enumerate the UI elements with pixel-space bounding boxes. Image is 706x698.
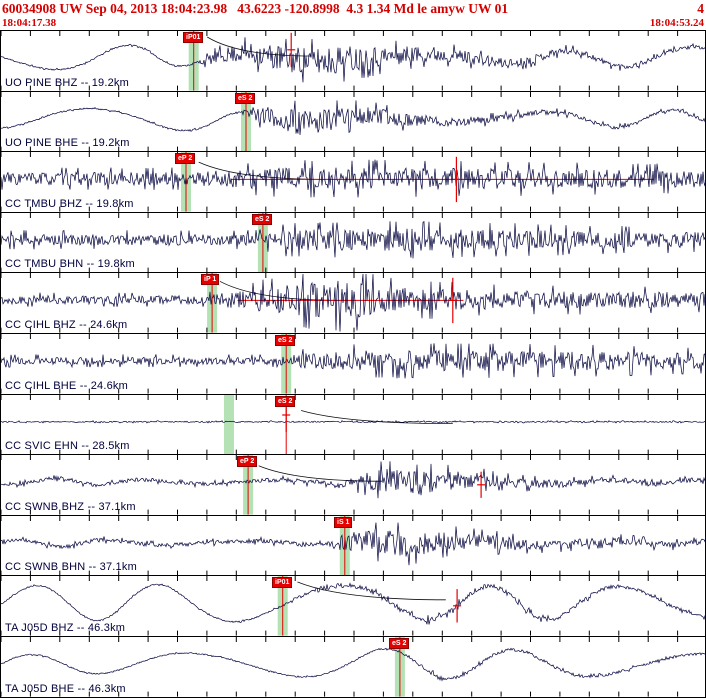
event-summary: 60034908 UW Sep 04, 2013 18:04:23.98 43.… bbox=[2, 1, 509, 16]
trace-row-2[interactable]: eS 2 UO PINE BHE -- 19.2km bbox=[1, 91, 706, 153]
trace-row-9[interactable]: iS 1 CC SWNB BHN -- 37.1km bbox=[1, 515, 706, 577]
trace-row-7[interactable]: eS 2 CC SVIC EHN -- 28.5km bbox=[1, 394, 706, 456]
phase-pick-label[interactable]: eS 2 bbox=[275, 395, 296, 407]
trace-row-10[interactable]: iP01 TA J05D BHZ -- 46.3km bbox=[1, 576, 706, 637]
seismogram-waveform bbox=[1, 647, 706, 682]
phase-pick-label[interactable]: eS 2 bbox=[275, 334, 296, 346]
seismogram-waveform bbox=[1, 159, 706, 198]
phase-pick-label[interactable]: iS 1 bbox=[334, 516, 353, 528]
seismogram-waveform bbox=[1, 274, 706, 332]
phase-pick-label[interactable]: eS 2 bbox=[235, 92, 256, 104]
trace-row-3[interactable]: eP 2 CC TMBU BHZ -- 19.8km bbox=[1, 152, 706, 213]
waveform-plot[interactable] bbox=[1, 515, 706, 576]
seismogram-waveform bbox=[1, 99, 706, 135]
waveform-plot[interactable] bbox=[1, 333, 706, 394]
phase-pick-label[interactable]: iP 1 bbox=[201, 274, 220, 286]
phase-pick-label[interactable]: eS 2 bbox=[389, 637, 410, 649]
coda-decay-curve bbox=[258, 465, 383, 482]
waveform-plot[interactable] bbox=[1, 455, 706, 515]
waveform-plot[interactable] bbox=[1, 273, 706, 333]
trace-row-5[interactable]: iP 1 CC CIHL BHZ -- 24.6km bbox=[1, 273, 706, 334]
seismogram-waveform bbox=[1, 220, 706, 259]
waveform-plot[interactable] bbox=[1, 212, 706, 273]
seismogram-waveform bbox=[1, 37, 706, 83]
seismogram-waveform bbox=[1, 582, 706, 625]
event-info-line: 60034908 UW Sep 04, 2013 18:04:23.98 43.… bbox=[0, 0, 706, 17]
phase-pick-label[interactable]: eP 2 bbox=[175, 153, 196, 165]
trace-row-4[interactable]: eS 2 CC TMBU BHN -- 19.8km bbox=[1, 212, 706, 274]
coda-decay-curve bbox=[300, 409, 453, 424]
pick-highlight-band bbox=[224, 394, 234, 455]
seismogram-waveform bbox=[1, 522, 706, 565]
trace-list: iP01 UO PINE BHZ -- 19.2km eS 2 UO PINE BHE… bbox=[0, 30, 706, 698]
trace-row-11[interactable]: eS 2 TA J05D BHE -- 46.3km bbox=[1, 636, 706, 698]
time-window-line: 18:04:17.38 18:04:53.24 bbox=[0, 17, 706, 29]
waveform-plot[interactable] bbox=[1, 91, 706, 152]
event-summary-overflow: 4 bbox=[697, 1, 704, 16]
waveform-plot[interactable] bbox=[1, 394, 706, 455]
phase-pick-label[interactable]: iP01 bbox=[183, 32, 204, 43]
trace-row-1[interactable]: iP01 UO PINE BHZ -- 19.2km bbox=[1, 31, 706, 92]
header: 60034908 UW Sep 04, 2013 18:04:23.98 43.… bbox=[0, 0, 706, 30]
seismogram-waveform bbox=[1, 461, 706, 499]
waveform-plot[interactable] bbox=[1, 152, 706, 212]
waveform-plot[interactable] bbox=[1, 636, 706, 697]
coda-decay-curve bbox=[297, 581, 446, 601]
phase-pick-label[interactable]: iP01 bbox=[272, 577, 293, 589]
waveform-plot[interactable] bbox=[1, 31, 706, 91]
waveform-plot[interactable] bbox=[1, 576, 706, 636]
phase-pick-label[interactable]: eP 2 bbox=[237, 456, 258, 468]
seismogram-waveform bbox=[1, 419, 706, 424]
window-start-time: 18:04:17.38 bbox=[2, 17, 57, 29]
window-end-time: 18:04:53.24 bbox=[649, 17, 704, 29]
phase-pick-label[interactable]: eS 2 bbox=[252, 213, 273, 225]
trace-row-6[interactable]: eS 2 CC CIHL BHE -- 24.6km bbox=[1, 333, 706, 395]
seismogram-waveform bbox=[1, 343, 706, 379]
trace-row-8[interactable]: eP 2 CC SWNB BHZ -- 37.1km bbox=[1, 455, 706, 516]
